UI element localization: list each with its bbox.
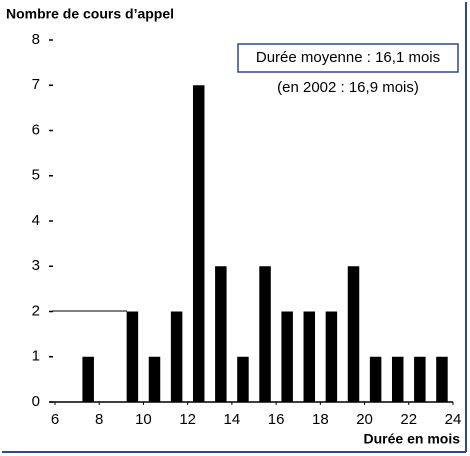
x-tick-label: 22 [400,411,417,428]
bar [325,311,338,402]
bar [391,356,404,402]
x-tick-label: 14 [224,411,241,428]
y-tick-label: 1 [32,348,40,365]
bar [237,356,249,402]
bar [259,266,271,402]
bar [414,356,426,402]
y-tick-label: 7 [32,76,40,93]
y-tick-label: 6 [32,121,40,138]
y-tick-label: 2 [32,302,40,319]
y-tick-label: 8 [32,31,40,48]
bar [148,356,161,402]
x-tick-label: 16 [268,411,285,428]
bar [192,85,205,402]
bar [126,311,139,402]
bar [170,311,183,402]
x-tick-label: 18 [312,411,329,428]
bar [436,356,448,402]
bar [281,311,293,402]
y-tick-label: 0 [32,393,40,410]
x-axis-label: Durée en mois [364,431,461,447]
x-tick-label: 12 [179,411,196,428]
y-tick-label: 4 [32,212,40,229]
x-tick-label: 10 [135,411,152,428]
x-tick-label: 24 [445,411,462,428]
annotation-2: (en 2002 : 16,9 mois) [277,79,419,96]
bar [347,266,360,402]
bar [303,311,316,402]
annotation: Durée moyenne : 16,1 mois [256,49,440,66]
y-axis-label: Nombre de cours d’appel [6,6,174,22]
x-tick-label: 8 [95,411,103,428]
bar [369,356,382,402]
annotation-box [237,43,459,73]
x-tick-label: 20 [356,411,373,428]
bar [82,356,94,402]
x-tick-label: 6 [51,411,59,428]
bar [215,266,227,402]
y-tick-label: 5 [32,167,40,184]
y-tick-label: 3 [32,257,40,274]
